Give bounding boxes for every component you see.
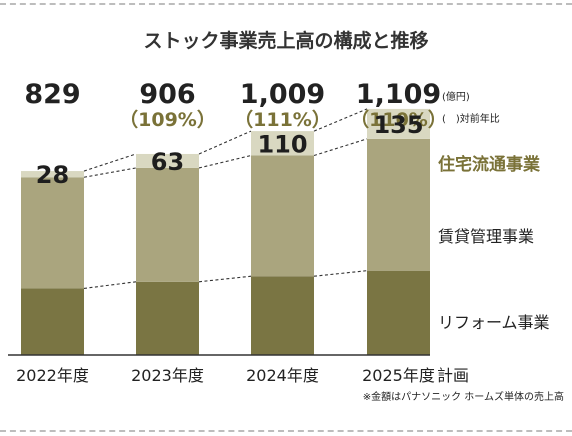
connector-line [83,167,137,178]
bar-segment-rental [367,138,430,271]
category-label: 2022年度 [16,366,89,385]
category-label: 2025年度 [362,366,435,385]
yoy-label: （111%） [234,108,331,131]
connector-line [198,130,252,155]
connector-line [198,154,252,169]
bar-segment-renovation [251,276,314,355]
connector-line [313,108,368,132]
total-label: 1,009 [240,79,325,110]
yoy-labels: （109%） （111%） （110%） [119,108,447,131]
total-labels: 829 906 1,009 1,109 [24,79,441,110]
category-label: 2023年度 [131,366,204,385]
yoy-note: ( )対前年比 [442,112,500,125]
segment-value-labels: 28 63 110 135 [36,111,424,189]
connector-line [313,270,368,277]
bottom-dashed-border [0,430,572,432]
segment-value-label: 135 [373,111,423,139]
bars-group [21,108,430,355]
connector-lines [83,108,368,289]
category-suffix: 計画 [437,366,469,385]
category-label: 2024年度 [246,366,319,385]
bar-segment-distribution [136,153,199,168]
connector-line [83,281,137,289]
total-label: 906 [139,79,195,110]
connector-line [83,153,137,172]
bar-segment-distribution [367,108,430,139]
total-label: 829 [24,79,80,110]
connector-line [313,138,368,157]
connector-line [198,275,252,283]
footnote: ※金額はパナソニック ホームズ単体の売上高 [363,390,564,403]
bar-segment-distribution [21,171,84,178]
bar-segment-rental [251,155,314,277]
segment-value-label: 63 [151,148,184,176]
bar-segment-renovation [136,281,199,355]
bar-segment-renovation [21,288,84,355]
yoy-label: （110%） [350,108,447,131]
legend-renovation: リフォーム事業 [438,313,550,332]
bar-segment-rental [136,167,199,282]
bar-segment-distribution [251,131,314,156]
segment-value-label: 110 [257,130,307,158]
unit-label: (億円) [442,90,470,103]
legend-rental-management: 賃貸管理事業 [438,227,534,246]
bar-segment-renovation [367,270,430,355]
total-label: 1,109 [356,79,441,110]
chart-title: ストック事業売上高の構成と推移 [143,29,428,52]
bar-segment-rental [21,177,84,289]
category-labels: 2022年度 2023年度 2024年度 2025年度 計画 [16,366,469,385]
legend-housing-distribution: 住宅流通事業 [438,154,540,175]
top-dashed-border [0,3,572,5]
yoy-label: （109%） [119,108,216,131]
segment-value-label: 28 [36,161,69,189]
